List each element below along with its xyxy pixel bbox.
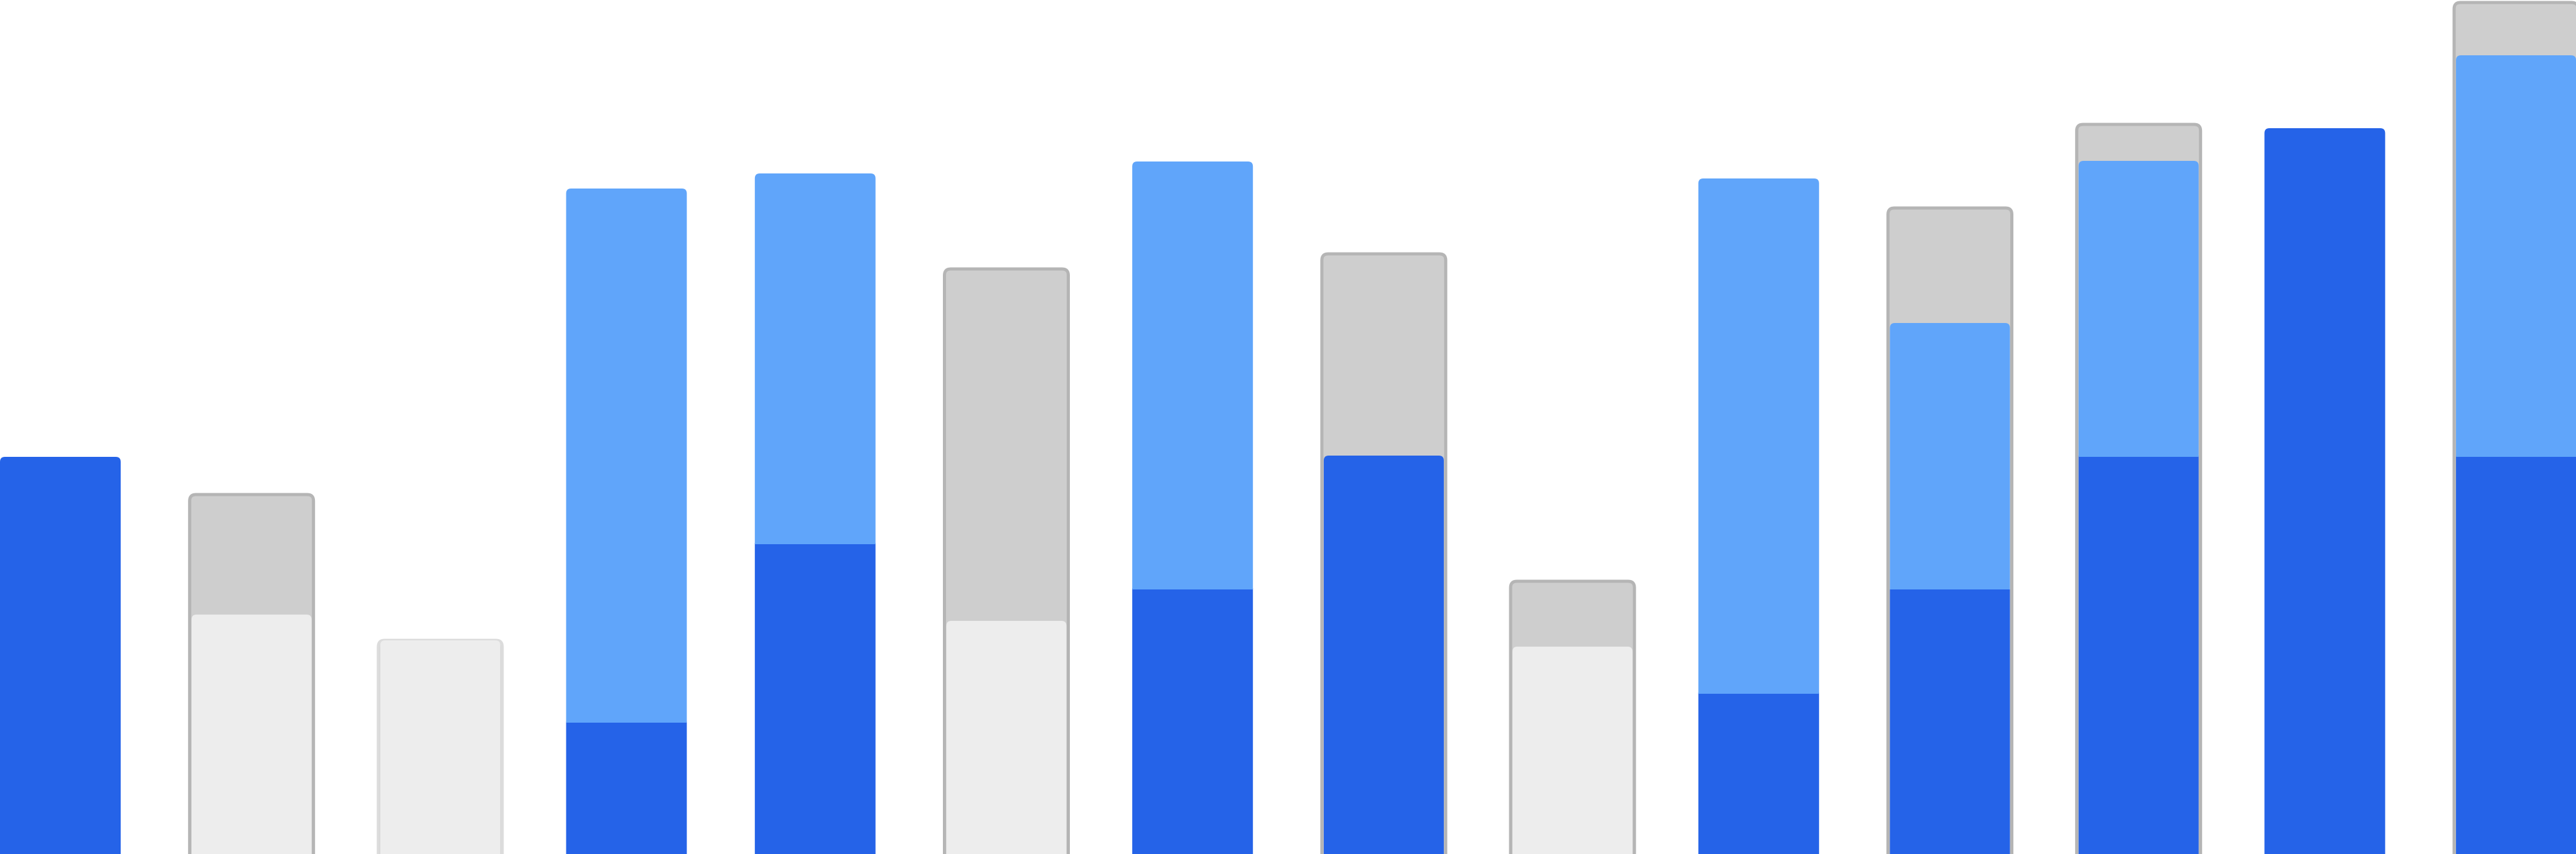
bar-segment-light-gray (380, 640, 500, 854)
bar-11 (1886, 206, 2013, 854)
bar-segment-light-gray (946, 621, 1067, 854)
bar-5 (754, 173, 876, 854)
bar-segment-dark-blue (1132, 588, 1253, 854)
bar-14 (2452, 1, 2576, 854)
bar-segment-light-blue (1698, 178, 1819, 694)
bar-segment-dark-blue (1698, 693, 1819, 854)
bar-segment-dark-blue (2078, 455, 2199, 854)
bar-segment-dark-blue (1323, 456, 1444, 854)
bar-segment-light-blue (754, 173, 876, 544)
bar-9 (1509, 579, 1636, 854)
bar-segment-light-blue (1890, 323, 2010, 589)
bar-segment-dark-blue (1890, 588, 2010, 854)
bar-segment-light-blue (2078, 161, 2199, 457)
bar-8 (1320, 252, 1448, 854)
bar-10 (1698, 178, 1819, 854)
bar-segment-light-blue (2456, 55, 2576, 457)
bar-2 (188, 493, 316, 854)
bar-segment-dark-blue (754, 542, 876, 854)
bar-segment-light-gray (191, 615, 312, 854)
bar-1 (0, 457, 121, 854)
bar-segment-dark-blue (2456, 455, 2576, 854)
bar-3 (377, 638, 504, 854)
bar-7 (1132, 161, 1253, 854)
bar-segment-light-gray (1512, 647, 1633, 854)
bar-6 (943, 267, 1070, 854)
bar-4 (566, 189, 687, 854)
bar-12 (2075, 123, 2203, 854)
bar-segment-light-blue (1132, 161, 1253, 589)
bar-segment-light-blue (566, 189, 687, 723)
bar-segment-dark-blue (0, 457, 121, 854)
bar-segment-dark-blue (566, 721, 687, 854)
bar-segment-dark-blue (2264, 128, 2386, 854)
bar-13 (2264, 128, 2386, 854)
